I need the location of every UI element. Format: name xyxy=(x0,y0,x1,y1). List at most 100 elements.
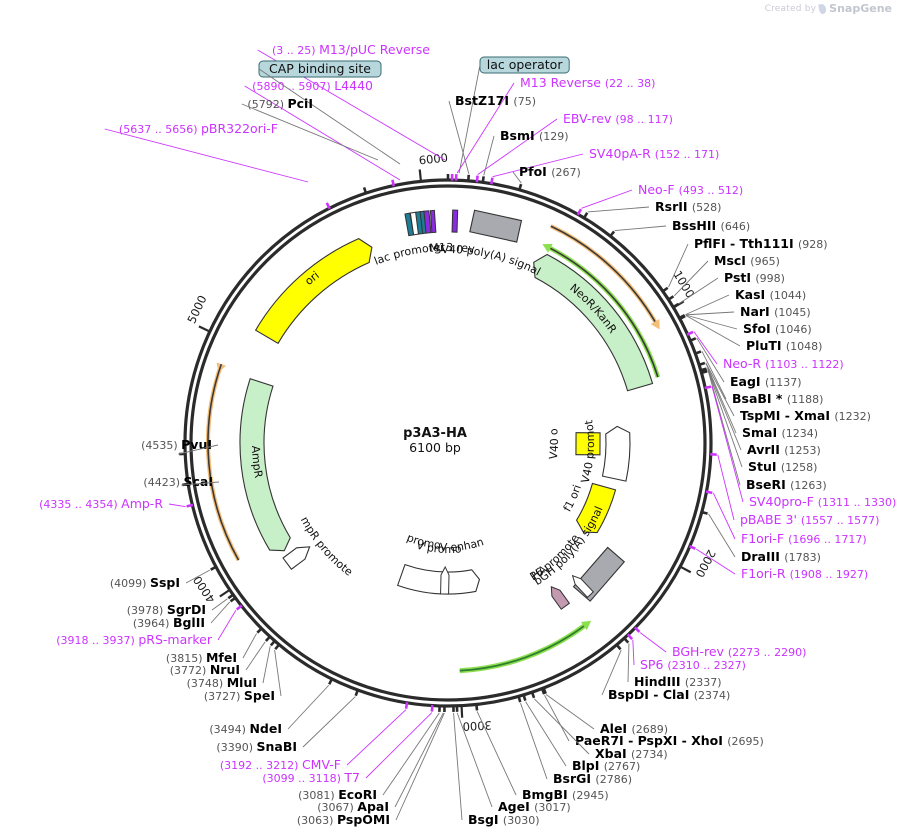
map-label[interactable]: BssHII (646) xyxy=(672,218,750,233)
restriction-site-tick[interactable] xyxy=(700,370,708,375)
restriction-site-tick[interactable] xyxy=(698,361,706,367)
map-label[interactable]: (4335 .. 4354) Amp-R xyxy=(39,496,163,511)
map-label[interactable]: EagI (1137) xyxy=(730,374,802,389)
map-label[interactable]: (3727) SpeI xyxy=(204,688,275,703)
restriction-site-tick[interactable] xyxy=(704,385,712,390)
map-label[interactable]: XbaI (2734) xyxy=(595,746,668,761)
map-label[interactable]: HindIII (2337) xyxy=(634,674,721,689)
restriction-site-tick[interactable] xyxy=(518,183,523,191)
boxed-label[interactable]: CAP binding site xyxy=(258,60,382,78)
restriction-site-tick[interactable] xyxy=(186,503,194,508)
map-label[interactable]: TspMI - XmaI (1232) xyxy=(740,408,871,423)
map-label[interactable]: (5890 .. 5907) L4440 xyxy=(252,78,373,93)
map-label[interactable]: BsaBI * (1188) xyxy=(732,391,823,406)
restriction-site-tick[interactable] xyxy=(522,694,527,702)
map-label[interactable]: (3192 .. 3212) CMV-F xyxy=(220,757,341,772)
restriction-site-tick[interactable] xyxy=(269,639,277,647)
map-label[interactable]: Neo-F (493 .. 512) xyxy=(638,182,743,197)
restriction-site-tick[interactable] xyxy=(530,691,536,699)
restriction-site-tick[interactable] xyxy=(274,643,281,651)
map-label[interactable]: MscI (965) xyxy=(714,253,780,268)
restriction-site-tick[interactable] xyxy=(264,635,272,642)
map-label[interactable]: BsgI (3030) xyxy=(468,812,540,827)
map-label[interactable]: (3494) NdeI xyxy=(209,721,282,736)
map-label[interactable]: M13 Reverse (22 .. 38) xyxy=(520,75,655,90)
map-label[interactable]: (3918 .. 3937) pRS-marker xyxy=(56,632,213,647)
map-label[interactable]: (3 .. 25) M13/pUC Reverse xyxy=(272,42,430,57)
restriction-site-tick[interactable] xyxy=(328,677,334,685)
map-label[interactable]: PaeR7I - PspXI - XhoI (2695) xyxy=(575,733,764,748)
map-label[interactable]: PflFI - Tth111I (928) xyxy=(694,236,828,251)
map-label[interactable]: BspDI - ClaI (2374) xyxy=(608,687,730,702)
restriction-site-tick[interactable] xyxy=(667,295,675,301)
restriction-site-tick[interactable] xyxy=(686,330,694,336)
map-label[interactable]: EBV-rev (98 .. 117) xyxy=(563,111,673,126)
map-label[interactable]: (3815) MfeI xyxy=(166,650,237,665)
map-label[interactable]: BGH-rev (2273 .. 2290) xyxy=(672,644,806,659)
map-label[interactable]: Neo-R (1103 .. 1122) xyxy=(723,356,844,371)
map-label[interactable]: BsmI (129) xyxy=(500,128,569,143)
restriction-site-tick[interactable] xyxy=(626,633,634,640)
restriction-site-tick[interactable] xyxy=(688,544,696,550)
restriction-site-tick[interactable] xyxy=(576,208,583,216)
restriction-site-tick[interactable] xyxy=(622,636,630,644)
map-label[interactable]: BsrGI (2786) xyxy=(553,771,632,786)
map-label[interactable]: (5637 .. 5656) pBR322ori-F xyxy=(119,121,278,136)
restriction-site-tick[interactable] xyxy=(475,175,479,183)
restriction-site-tick[interactable] xyxy=(362,187,368,195)
map-label[interactable]: KasI (1044) xyxy=(735,287,806,302)
map-label[interactable]: BseRI (1263) xyxy=(746,477,827,492)
restriction-site-tick[interactable] xyxy=(700,510,708,515)
map-label[interactable]: StuI (1258) xyxy=(748,459,817,474)
map-label[interactable]: (4423) ScaI xyxy=(143,474,213,489)
map-label[interactable]: pBABE 3' (1557 .. 1577) xyxy=(740,512,879,527)
map-label[interactable]: SfoI (1046) xyxy=(743,321,812,336)
restriction-site-tick[interactable] xyxy=(481,176,485,183)
restriction-site-tick[interactable] xyxy=(404,702,409,709)
map-label[interactable]: (3964) BglII xyxy=(133,615,205,630)
restriction-site-tick[interactable] xyxy=(542,687,547,695)
map-label[interactable]: BmgBI (2945) xyxy=(522,787,609,802)
map-label[interactable]: BstZ17I (75) xyxy=(455,93,536,108)
map-label[interactable]: SmaI (1234) xyxy=(742,425,818,440)
restriction-site-tick[interactable] xyxy=(256,627,263,634)
restriction-site-tick[interactable] xyxy=(615,643,622,651)
map-label[interactable]: (3081) EcoRI xyxy=(298,787,377,802)
map-label[interactable]: (3772) NruI xyxy=(170,662,240,677)
restriction-site-tick[interactable] xyxy=(210,565,218,571)
restriction-site-tick[interactable] xyxy=(475,703,479,711)
map-label[interactable]: (3063) PspOMI xyxy=(297,812,390,827)
restriction-site-tick[interactable] xyxy=(582,212,589,220)
map-label[interactable]: AgeI (3017) xyxy=(498,799,571,814)
map-label[interactable]: F1ori-R (1908 .. 1927) xyxy=(741,566,868,581)
restriction-site-tick[interactable] xyxy=(689,337,697,343)
map-label[interactable]: AvrII (1253) xyxy=(747,442,821,457)
map-label[interactable]: PfoI (267) xyxy=(519,164,581,179)
map-label[interactable]: (3978) SgrDI xyxy=(127,602,206,617)
restriction-site-tick[interactable] xyxy=(227,593,235,600)
restriction-site-tick[interactable] xyxy=(391,179,396,187)
restriction-site-tick[interactable] xyxy=(699,367,707,372)
map-label[interactable]: (5792) PciI xyxy=(247,96,313,111)
map-label[interactable]: (4535) PvuI xyxy=(141,437,212,452)
restriction-site-tick[interactable] xyxy=(325,202,331,210)
restriction-site-tick[interactable] xyxy=(633,626,641,633)
map-label[interactable]: PluTI (1048) xyxy=(746,338,822,353)
restriction-site-tick[interactable] xyxy=(672,302,680,309)
restriction-site-tick[interactable] xyxy=(466,174,471,182)
map-label[interactable]: (3748) MluI xyxy=(187,675,257,690)
map-label[interactable]: PstI (998) xyxy=(724,270,785,285)
map-label[interactable]: NarI (1045) xyxy=(740,304,811,319)
map-label[interactable]: SV40pA-R (152 .. 171) xyxy=(589,146,719,161)
restriction-site-tick[interactable] xyxy=(235,604,243,611)
map-label[interactable]: (3099 .. 3118) T7 xyxy=(262,770,360,785)
restriction-site-tick[interactable] xyxy=(354,689,360,697)
map-label[interactable]: (3390) SnaBI xyxy=(216,739,297,754)
map-label[interactable]: SP6 (2310 .. 2327) xyxy=(640,657,746,672)
map-label[interactable]: RsrII (528) xyxy=(655,199,721,214)
restriction-site-tick[interactable] xyxy=(517,695,522,703)
restriction-site-tick[interactable] xyxy=(229,596,237,603)
map-label[interactable]: DraIII (1783) xyxy=(741,549,821,564)
restriction-site-tick[interactable] xyxy=(678,314,686,321)
restriction-site-tick[interactable] xyxy=(661,286,669,293)
